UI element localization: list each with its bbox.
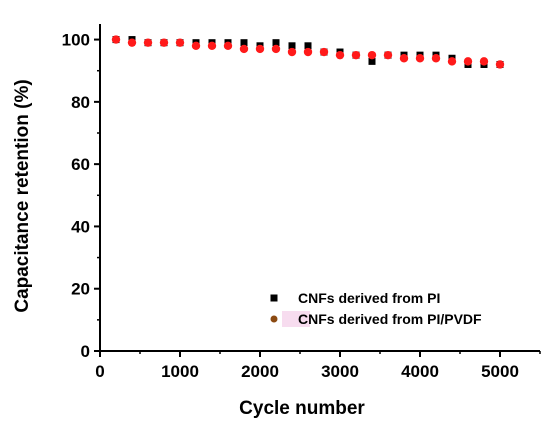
x-tick-label: 2000 xyxy=(241,362,279,381)
legend-label: CNFs derived from PI xyxy=(298,290,440,306)
data-point-square xyxy=(272,39,280,47)
data-point-circle xyxy=(143,38,153,47)
legend-highlight xyxy=(282,311,310,327)
y-tick-label: 100 xyxy=(62,31,90,50)
x-axis-label: Cycle number xyxy=(239,398,365,419)
y-axis-ticks: 0 20 40 60 80 100 xyxy=(62,31,100,361)
data-point-circle xyxy=(431,54,441,63)
data-point-circle xyxy=(367,50,377,60)
data-point-circle xyxy=(287,47,297,57)
legend-marker-square xyxy=(270,294,278,302)
y-tick-label: 0 xyxy=(81,342,90,361)
data-point-circle xyxy=(223,41,233,50)
data-point-circle xyxy=(271,44,281,54)
y-tick-label: 60 xyxy=(71,155,90,174)
data-point-circle xyxy=(463,57,473,66)
data-point-square xyxy=(368,57,376,65)
plot-area: 0 1000 2000 3000 4000 5000 0 20 40 60 80 100 xyxy=(62,24,541,381)
data-point-circle xyxy=(335,50,345,60)
data-point-circle xyxy=(447,57,457,66)
data-point-circle xyxy=(111,35,121,44)
legend-item-1: CNFs derived from PI xyxy=(270,290,440,306)
data-point-circle xyxy=(399,54,409,63)
data-point-circle xyxy=(495,60,505,69)
data-point-square xyxy=(288,42,296,50)
legend-label: CNFs derived from PI/PVDF xyxy=(298,311,482,327)
series-2 xyxy=(111,35,505,69)
y-tick-label: 80 xyxy=(71,93,90,112)
x-tick-label: 0 xyxy=(95,362,104,381)
y-axis-label: Capacitance retention (%) xyxy=(12,79,33,312)
legend-item-2: CNFs derived from PI/PVDF xyxy=(270,311,482,327)
series-layer xyxy=(111,35,505,69)
data-point-circle xyxy=(191,41,201,50)
data-point-circle xyxy=(159,38,169,47)
data-point-circle xyxy=(127,38,137,47)
data-point-square xyxy=(304,42,312,50)
x-tick-label: 3000 xyxy=(321,362,359,381)
data-point-circle xyxy=(239,44,249,54)
x-tick-label: 1000 xyxy=(161,362,199,381)
data-point-circle xyxy=(303,47,313,57)
x-axis-ticks: 0 1000 2000 3000 4000 5000 xyxy=(95,351,541,381)
legend: CNFs derived from PI CNFs derived from PI… xyxy=(270,290,482,327)
data-point-circle xyxy=(351,50,361,60)
data-point-circle xyxy=(415,54,425,63)
x-tick-label: 4000 xyxy=(401,362,439,381)
data-point-circle xyxy=(383,50,393,60)
x-tick-label: 5000 xyxy=(481,362,519,381)
data-point-circle xyxy=(479,57,489,66)
y-tick-label: 40 xyxy=(71,217,90,236)
data-point-circle xyxy=(319,47,329,57)
y-tick-label: 20 xyxy=(71,280,90,299)
data-point-circle xyxy=(207,41,217,50)
data-point-circle xyxy=(255,44,265,54)
legend-marker-circle xyxy=(270,315,278,323)
data-point-square xyxy=(240,39,248,47)
data-point-circle xyxy=(175,38,185,47)
